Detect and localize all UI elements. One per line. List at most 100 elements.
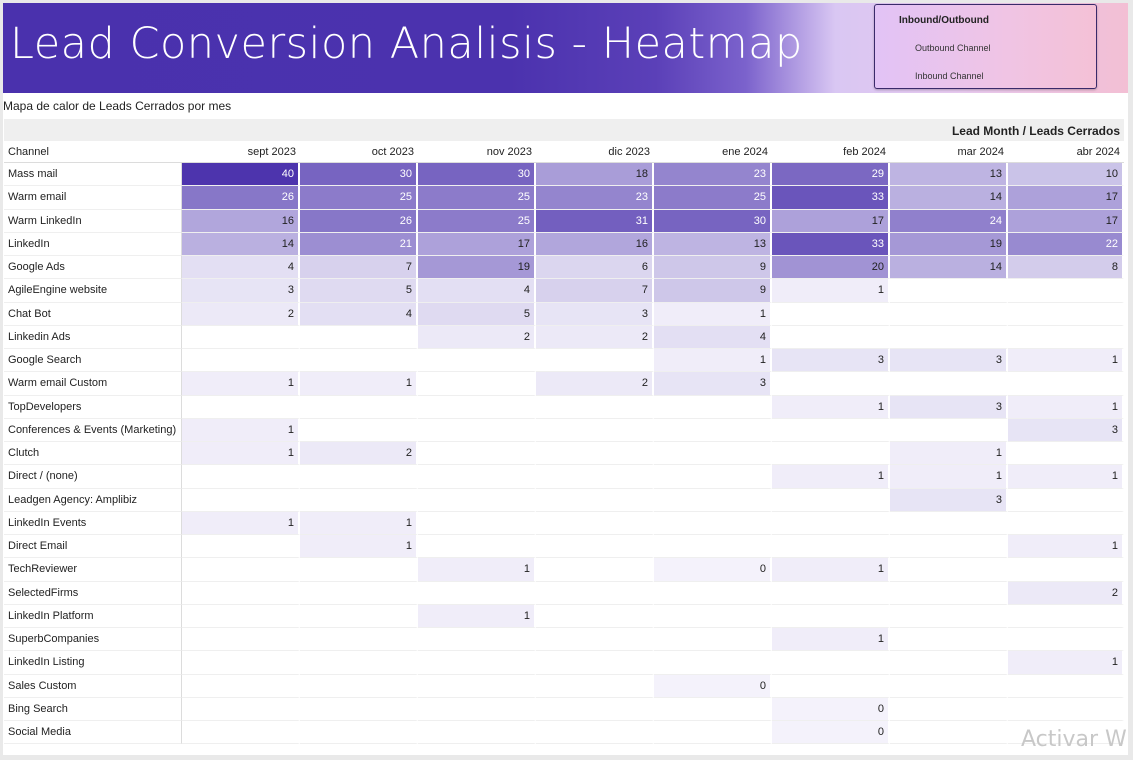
table-row: LinkedIn Platform 1 xyxy=(4,604,1124,628)
month-column-header[interactable]: mar 2024 xyxy=(890,141,1008,163)
heatmap-cell xyxy=(300,558,418,582)
heatmap-cell: 25 xyxy=(300,186,418,210)
channel-cell: TechReviewer xyxy=(4,558,182,582)
heatmap-cell xyxy=(300,349,418,373)
heatmap-cell: 40 xyxy=(182,163,300,187)
heatmap-cell: 26 xyxy=(300,209,418,233)
table-row: Social Media 0 xyxy=(4,721,1124,745)
heatmap-cell xyxy=(772,511,890,535)
channel-cell: LinkedIn Events xyxy=(4,511,182,535)
channel-cell: Leadgen Agency: Amplibiz xyxy=(4,488,182,512)
heatmap-cell: 1 xyxy=(654,349,772,373)
table-row: Conferences & Events (Marketing) 1 3 xyxy=(4,418,1124,442)
heatmap-cell xyxy=(890,302,1008,326)
table-row: Clutch 1 2 1 xyxy=(4,442,1124,466)
heatmap-cell: 25 xyxy=(654,186,772,210)
heatmap-cell xyxy=(890,674,1008,698)
heatmap-cell: 2 xyxy=(536,372,654,396)
heatmap-cell: 1 xyxy=(300,535,418,559)
heatmap-cell xyxy=(536,465,654,489)
heatmap-cell: 29 xyxy=(772,163,890,187)
month-column-header[interactable]: nov 2023 xyxy=(418,141,536,163)
heatmap-cell xyxy=(418,581,536,605)
heatmap-cell xyxy=(418,721,536,745)
heatmap-cell: 1 xyxy=(1008,651,1124,675)
heatmap-cell xyxy=(418,535,536,559)
heatmap-cell: 1 xyxy=(654,302,772,326)
heatmap-cell: 1 xyxy=(772,465,890,489)
heatmap-cell: 30 xyxy=(418,163,536,187)
heatmap-cell xyxy=(300,628,418,652)
heatmap-table: Channel sept 2023 oct 2023 nov 2023 dic 202… xyxy=(4,141,1124,745)
heatmap-cell: 2 xyxy=(300,442,418,466)
heatmap-cell: 25 xyxy=(418,186,536,210)
table-row: LinkedIn Listing 1 xyxy=(4,651,1124,675)
heatmap-cell xyxy=(300,721,418,745)
heatmap-cell: 19 xyxy=(418,256,536,280)
heatmap-cell: 1 xyxy=(182,511,300,535)
filter-option-inbound[interactable]: Inbound Channel xyxy=(915,71,984,81)
table-header-row: Channel sept 2023 oct 2023 nov 2023 dic 202… xyxy=(4,141,1124,163)
month-column-header[interactable]: dic 2023 xyxy=(536,141,654,163)
heatmap-cell xyxy=(418,372,536,396)
heatmap-cell xyxy=(418,488,536,512)
channel-cell: TopDevelopers xyxy=(4,395,182,419)
heatmap-cell xyxy=(418,442,536,466)
channel-cell: Linkedin Ads xyxy=(4,325,182,349)
heatmap-cell xyxy=(772,302,890,326)
heatmap-cell xyxy=(890,628,1008,652)
table-row: Mass mail 40 30 30 18 23 29 13 10 xyxy=(4,163,1124,187)
heatmap-cell xyxy=(536,535,654,559)
heatmap-cell xyxy=(654,535,772,559)
heatmap-cell xyxy=(418,511,536,535)
channel-cell: AgileEngine website xyxy=(4,279,182,303)
heatmap-cell xyxy=(418,465,536,489)
channel-cell: Social Media xyxy=(4,721,182,745)
channel-cell: LinkedIn Listing xyxy=(4,651,182,675)
heatmap-cell: 14 xyxy=(890,256,1008,280)
filter-option-outbound[interactable]: Outbound Channel xyxy=(915,43,991,53)
heatmap-cell xyxy=(772,674,890,698)
heatmap-cell: 1 xyxy=(1008,349,1124,373)
month-column-header[interactable]: sept 2023 xyxy=(182,141,300,163)
heatmap-cell: 3 xyxy=(1008,418,1124,442)
month-column-header[interactable]: oct 2023 xyxy=(300,141,418,163)
month-column-header[interactable]: feb 2024 xyxy=(772,141,890,163)
channel-cell: Mass mail xyxy=(4,163,182,187)
channel-cell: Chat Bot xyxy=(4,302,182,326)
heatmap-cell: 3 xyxy=(182,279,300,303)
month-column-header[interactable]: abr 2024 xyxy=(1008,141,1124,163)
heatmap-cell xyxy=(654,604,772,628)
heatmap-cell xyxy=(536,721,654,745)
heatmap-cell: 1 xyxy=(418,558,536,582)
inbound-outbound-filter[interactable]: Inbound/Outbound Outbound Channel Inboun… xyxy=(874,4,1097,89)
channel-column-header[interactable]: Channel xyxy=(4,141,182,163)
month-column-header[interactable]: ene 2024 xyxy=(654,141,772,163)
heatmap-cell: 7 xyxy=(536,279,654,303)
heatmap-cell: 4 xyxy=(182,256,300,280)
heatmap-cell xyxy=(1008,302,1124,326)
heatmap-cell: 1 xyxy=(418,604,536,628)
heatmap-cell: 14 xyxy=(890,186,1008,210)
heatmap-cell xyxy=(300,697,418,721)
heatmap-cell: 0 xyxy=(772,721,890,745)
table-row: SelectedFirms 2 xyxy=(4,581,1124,605)
heatmap-cell xyxy=(536,349,654,373)
heatmap-cell: 14 xyxy=(182,232,300,256)
heatmap-cell xyxy=(418,628,536,652)
heatmap-cell xyxy=(418,395,536,419)
heatmap-cell: 0 xyxy=(772,697,890,721)
heatmap-cell xyxy=(1008,279,1124,303)
heatmap-cell xyxy=(182,465,300,489)
table-row: Direct / (none) 1 1 1 xyxy=(4,465,1124,489)
table-row: LinkedIn 14 21 17 16 13 33 19 22 xyxy=(4,232,1124,256)
heatmap-cell xyxy=(890,279,1008,303)
heatmap-cell: 10 xyxy=(1008,163,1124,187)
heatmap-cell: 19 xyxy=(890,232,1008,256)
heatmap-cell xyxy=(536,488,654,512)
channel-cell: Clutch xyxy=(4,442,182,466)
channel-cell: Google Ads xyxy=(4,256,182,280)
channel-cell: Direct Email xyxy=(4,535,182,559)
heatmap-cell xyxy=(1008,674,1124,698)
heatmap-cell xyxy=(654,488,772,512)
